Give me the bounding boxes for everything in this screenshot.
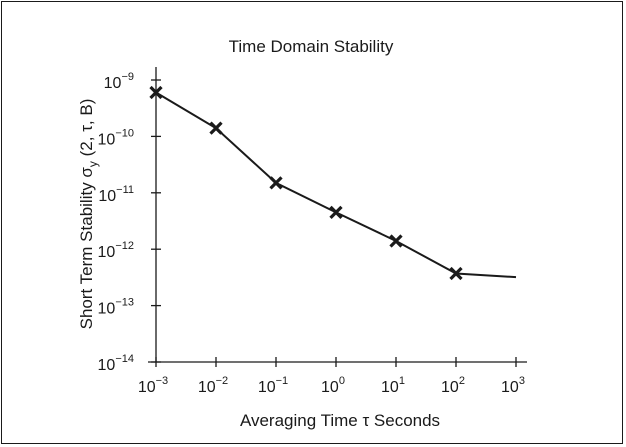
y-tick-label-exponent: −9	[121, 71, 134, 83]
y-tick-label: 10−14	[98, 353, 134, 374]
y-tick-label-base: 10	[98, 301, 116, 318]
y-tick-label-base: 10	[98, 244, 116, 261]
x-tick-label-exponent: 3	[519, 375, 525, 387]
x-tick-label-exponent: 1	[399, 375, 405, 387]
series-line	[155, 91, 517, 279]
chart-title: Time Domain Stability	[229, 37, 394, 56]
data-series	[149, 85, 517, 281]
x-axis-label: Averaging Time τ Seconds	[240, 411, 440, 430]
x-tick-label: 10−2	[198, 375, 228, 396]
data-point-marker	[329, 205, 343, 219]
x-tick-label-base: 10	[321, 379, 339, 396]
y-tick-label-base: 10	[98, 357, 116, 374]
x-tick-label-exponent: −3	[156, 375, 169, 387]
x-tick-label: 102	[441, 375, 465, 396]
y-tick-label: 10−13	[98, 297, 134, 318]
x-axis-ticks: 10−3 10−2 10−1 100 101 102 103	[138, 357, 525, 396]
y-tick-label-base: 10	[104, 75, 122, 92]
y-axis-label-main: Short Term Stability σ	[77, 167, 96, 330]
y-tick-label: 10−9	[104, 71, 134, 92]
data-point-marker	[389, 234, 403, 248]
y-tick-label-exponent: −12	[115, 240, 134, 252]
x-tick-label-exponent: −2	[216, 375, 229, 387]
y-tick-label-exponent: −10	[115, 127, 134, 139]
x-tick-label-exponent: 0	[339, 375, 345, 387]
y-tick-label-exponent: −14	[115, 353, 134, 365]
y-tick-label: 10−12	[98, 240, 134, 261]
y-tick-label: 10−10	[98, 127, 134, 148]
y-axis-label: Short Term Stability σy (2, τ, B)	[77, 99, 100, 330]
x-tick-label-exponent: −1	[276, 375, 289, 387]
x-tick-label: 101	[381, 375, 405, 396]
x-tick-label-base: 10	[501, 379, 519, 396]
x-tick-label-base: 10	[138, 379, 156, 396]
y-tick-label-exponent: −13	[115, 297, 134, 309]
data-point-marker	[269, 176, 283, 190]
y-tick-label-exponent: −11	[116, 184, 134, 196]
x-tick-label-base: 10	[441, 379, 459, 396]
y-tick-label-base: 10	[98, 188, 116, 205]
data-point-marker	[449, 266, 463, 281]
y-axis-label-subscript: y	[86, 161, 100, 167]
x-tick-label-base: 10	[258, 379, 276, 396]
x-tick-label-exponent: 2	[459, 375, 465, 387]
y-tick-label-base: 10	[98, 131, 116, 148]
y-axis-label-params: (2, τ, B)	[77, 99, 96, 161]
x-tick-label-base: 10	[381, 379, 399, 396]
x-tick-label: 10−1	[258, 375, 288, 396]
data-point-marker	[149, 85, 163, 100]
x-tick-label: 10−3	[138, 375, 168, 396]
x-tick-label: 100	[321, 375, 345, 396]
x-tick-label: 103	[501, 375, 525, 396]
x-tick-label-base: 10	[198, 379, 216, 396]
data-point-marker	[209, 121, 223, 135]
y-tick-label: 10−11	[98, 184, 134, 205]
